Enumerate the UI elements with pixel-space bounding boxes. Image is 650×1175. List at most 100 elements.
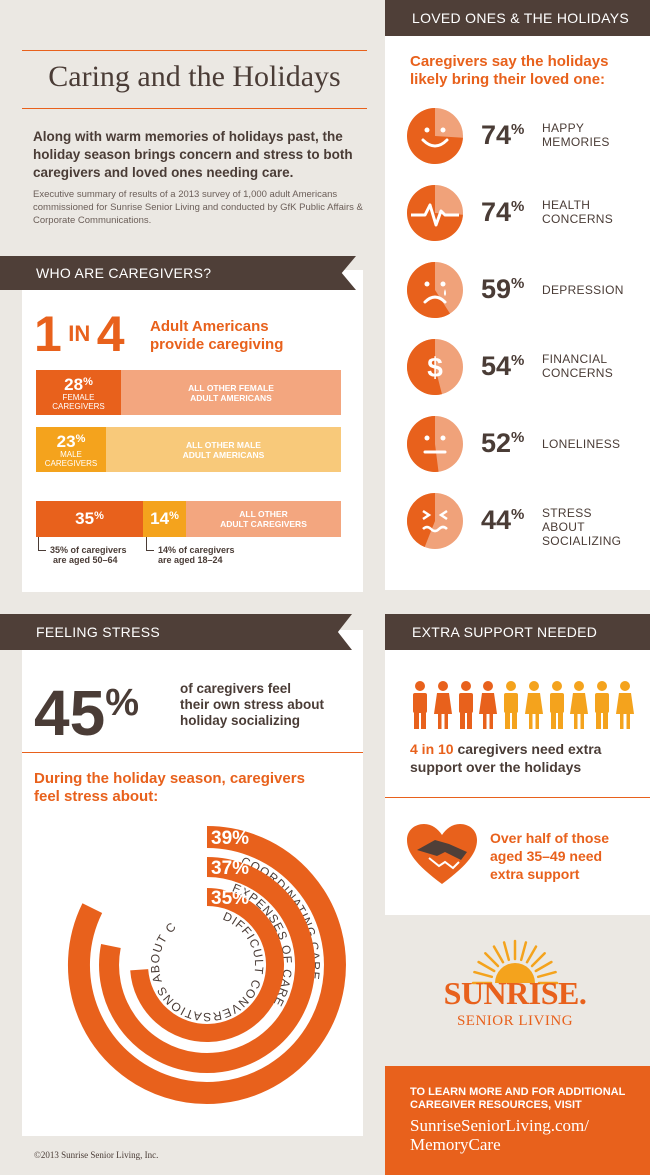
- support-stat: 4 in 10 caregivers need extra support ov…: [410, 740, 601, 776]
- support-stat-rest: caregivers need extra: [453, 741, 602, 757]
- age-b-note-2: are aged 18–24: [158, 555, 223, 565]
- big-4: 4: [96, 306, 125, 362]
- loved-item-pct: 44%: [481, 505, 525, 535]
- loved-banner: LOVED ONES & THE HOLIDAYS: [385, 0, 650, 36]
- person-icon: [413, 681, 427, 729]
- person-icon: [433, 681, 452, 729]
- loved-headline: Caregivers say the holidays likely bring…: [410, 53, 608, 89]
- sunrise-logo-icon: [471, 939, 559, 985]
- male-label-2: CAREGIVERS: [44, 459, 98, 468]
- hands-text-1: Over half of those: [490, 830, 610, 846]
- who-banner: WHO ARE CAREGIVERS?: [0, 256, 356, 290]
- age-a-note-2: are aged 50–64: [53, 555, 118, 565]
- female-other-2: ADULT AMERICANS: [190, 392, 272, 403]
- heartbeat-icon: [407, 185, 463, 241]
- loved-item-label: LONELINESS: [542, 437, 621, 451]
- male-pct: 23%: [56, 432, 86, 451]
- support-divider: [385, 797, 650, 798]
- stressed-face-icon: [407, 493, 463, 549]
- loved-item-label: DEPRESSION: [542, 283, 624, 297]
- male-caregivers-segment: 23% MALE CAREGIVERS: [36, 427, 106, 472]
- person-icon: [615, 681, 634, 729]
- age-a-bracket: [38, 537, 46, 551]
- loved-headline-2: likely bring their loved one:: [410, 71, 606, 88]
- happy-face-icon: [407, 108, 463, 164]
- stress-desc-2: their own stress about: [180, 697, 325, 712]
- male-other-segment: ALL OTHER MALE ADULT AMERICANS: [106, 427, 341, 472]
- age-b-note: 14% of caregivers are aged 18–24: [158, 545, 235, 565]
- brand-name: SUNRISE.: [443, 975, 587, 1011]
- female-pct: 28%: [64, 375, 93, 394]
- age-a-note-1: 35% of caregivers: [50, 545, 127, 555]
- brand-sub: SENIOR LIVING: [456, 1013, 574, 1029]
- person-icon: [570, 681, 589, 729]
- cta-box[interactable]: TO LEARN MORE AND FOR ADDITIONAL CAREGIV…: [385, 1066, 650, 1175]
- one-in-four: 1 IN 4: [34, 305, 125, 362]
- support-banner: EXTRA SUPPORT NEEDED: [385, 614, 650, 650]
- copyright: ©2013 Sunrise Senior Living, Inc.: [34, 1150, 159, 1160]
- age-50-64-segment: 35%: [36, 501, 143, 537]
- stress-banner: FEELING STRESS: [0, 614, 352, 650]
- crying-face-icon: [407, 262, 463, 318]
- cta-url-2[interactable]: MemoryCare: [410, 1135, 501, 1154]
- stress-ring-pct-3: 35%: [211, 888, 249, 909]
- loved-item-pct: 74%: [481, 197, 525, 227]
- person-icon: [458, 681, 473, 729]
- age-b-note-1: 14% of caregivers: [158, 545, 235, 555]
- loved-item-label: FINANCIAL CONCERNS: [542, 352, 614, 380]
- age-other-segment: ALL OTHER ADULT CAREGIVERS: [186, 501, 341, 537]
- stress-big-pct: 45%: [34, 668, 139, 748]
- cta-line-2: CAREGIVER RESOURCES, VISIT: [410, 1099, 582, 1111]
- who-headline-2: provide caregiving: [150, 336, 284, 353]
- support-stat-2: support over the holidays: [410, 759, 582, 775]
- person-icon: [479, 681, 498, 729]
- stress-banner-text: FEELING STRESS: [36, 624, 161, 640]
- svg-text:$: $: [427, 352, 443, 383]
- age-b-pct: 14%: [150, 509, 179, 528]
- age-other-1: ALL OTHER: [239, 509, 288, 519]
- hands-text: Over half of those aged 35–49 need extra…: [490, 829, 609, 883]
- cta-url-1[interactable]: SunriseSeniorLiving.com/: [410, 1116, 589, 1135]
- male-bar: 23% MALE CAREGIVERS ALL OTHER MALE ADULT…: [36, 427, 341, 472]
- intro-text: Along with warm memories of holidays pas…: [33, 129, 353, 180]
- loved-item-label: STRESS ABOUT SOCIALIZING: [542, 506, 622, 548]
- stress-desc-3: holiday socializing: [180, 713, 301, 728]
- female-other-segment: ALL OTHER FEMALE ADULT AMERICANS: [121, 370, 341, 415]
- loved-headline-1: Caregivers say the holidays: [410, 53, 609, 70]
- who-headline: Adult Americans provide caregiving: [150, 318, 283, 354]
- male-other-2: ADULT AMERICANS: [182, 449, 265, 460]
- loved-item-pct: 59%: [481, 274, 525, 304]
- stress-big-number: 45: [34, 677, 106, 749]
- female-bar: 28% FEMALE CAREGIVERS ALL OTHER FEMALE A…: [36, 370, 341, 415]
- stress-headline: During the holiday season, caregivers fe…: [34, 770, 305, 806]
- loved-item-pct: 74%: [481, 120, 525, 150]
- who-headline-1: Adult Americans: [150, 318, 269, 335]
- stress-headline-2: feel stress about:: [34, 788, 159, 805]
- stress-desc: of caregivers feel their own stress abou…: [180, 681, 324, 729]
- female-caregivers-segment: 28% FEMALE CAREGIVERS: [36, 370, 121, 415]
- age-a-note: 35% of caregivers are aged 50–64: [50, 545, 127, 565]
- big-in: IN: [68, 321, 91, 346]
- who-banner-text: WHO ARE CAREGIVERS?: [36, 265, 212, 281]
- dollar-icon: $: [407, 339, 463, 395]
- loved-item-pct: 52%: [481, 428, 525, 458]
- age-bar: 35% 14% ALL OTHER ADULT CAREGIVERS: [36, 501, 341, 537]
- female-label-1: FEMALE: [62, 393, 95, 402]
- person-icon: [504, 681, 519, 729]
- header-bottom-rule: [22, 108, 367, 109]
- age-other-2: ADULT CAREGIVERS: [220, 519, 307, 529]
- cta-line-1: TO LEARN MORE AND FOR ADDITIONAL: [410, 1086, 626, 1098]
- loved-banner-text: LOVED ONES & THE HOLIDAYS: [412, 10, 630, 26]
- stress-headline-1: During the holiday season, caregivers: [34, 770, 305, 787]
- big-1: 1: [34, 306, 62, 362]
- female-other-1: ALL OTHER FEMALE: [188, 382, 274, 393]
- support-banner-text: EXTRA SUPPORT NEEDED: [412, 624, 598, 640]
- handshake-heart-icon: [407, 824, 477, 884]
- stress-divider: [22, 752, 363, 753]
- stress-ring-2: [99, 857, 316, 1073]
- stress-ring-pct-1: 39%: [211, 828, 249, 849]
- support-stat-highlight: 4 in 10: [410, 741, 454, 757]
- hands-text-2: aged 35–49 need: [490, 848, 603, 864]
- neutral-face-icon: [407, 416, 463, 472]
